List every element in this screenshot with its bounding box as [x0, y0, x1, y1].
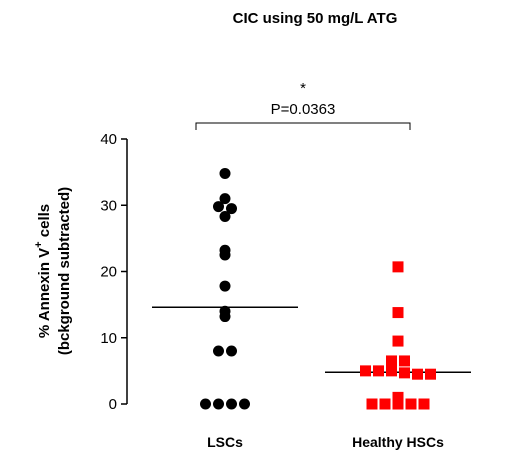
- y-axis: 0 10 20 30 40: [100, 131, 128, 413]
- lsc-data-point: [219, 167, 231, 179]
- category-label: Healthy HSCs: [352, 434, 444, 450]
- lsc-data-point: [226, 203, 237, 215]
- y-axis-label-suffix: cells: [36, 204, 53, 242]
- category-labels: LSCs Healthy HSCs: [207, 434, 444, 450]
- lsc-data-point: [200, 398, 211, 410]
- significance-star: *: [300, 80, 306, 97]
- hsc-data-point: [425, 368, 436, 380]
- lsc-data-point: [219, 280, 231, 292]
- hsc-data-point: [412, 368, 423, 380]
- hsc-data-point: [366, 398, 378, 410]
- hsc-data-point: [392, 335, 404, 347]
- hsc-data-point: [392, 261, 404, 273]
- significance-bracket: [195, 122, 411, 130]
- y-tick-label: 20: [100, 264, 117, 281]
- significance-annotation: * P=0.0363: [195, 80, 411, 130]
- hsc-data-point: [386, 355, 397, 367]
- hsc-data-point: [392, 398, 404, 410]
- y-tick-label: 30: [100, 197, 117, 214]
- lsc-data-point: [219, 244, 231, 256]
- lsc-data-point: [213, 398, 224, 410]
- hsc-data-point: [405, 398, 417, 410]
- lsc-data-point: [226, 345, 237, 357]
- category-label: LSCs: [207, 434, 243, 450]
- lsc-data-point: [239, 398, 250, 410]
- lsc-data-point: [219, 211, 231, 223]
- p-value-label: P=0.0363: [271, 101, 336, 118]
- hsc-data-point: [399, 367, 410, 379]
- y-tick-label: 40: [100, 131, 117, 148]
- y-axis-label-superscript: +: [33, 241, 45, 247]
- y-axis-label: % Annexin V+ cells: [33, 204, 53, 338]
- lsc-data-point: [219, 193, 231, 205]
- data-points: [152, 167, 471, 410]
- hsc-data-point: [392, 391, 404, 403]
- hsc-data-point: [418, 398, 430, 410]
- lsc-data-point: [213, 345, 224, 357]
- lsc-data-point: [219, 311, 231, 323]
- y-tick-label: 0: [109, 396, 117, 413]
- hsc-data-point: [373, 365, 384, 377]
- y-axis-label-prefix: % Annexin V: [36, 248, 53, 338]
- lsc-data-point: [226, 398, 237, 410]
- y-tick-label: 10: [100, 330, 117, 347]
- hsc-data-point: [360, 365, 371, 377]
- y-axis-label-line2: (bckground subtracted): [56, 187, 73, 355]
- chart-title: CIC using 50 mg/L ATG: [233, 10, 398, 27]
- lsc-data-point: [213, 201, 224, 213]
- hsc-data-point: [386, 365, 397, 377]
- hsc-data-point: [399, 355, 410, 367]
- hsc-data-point: [392, 307, 404, 319]
- hsc-data-point: [379, 398, 391, 410]
